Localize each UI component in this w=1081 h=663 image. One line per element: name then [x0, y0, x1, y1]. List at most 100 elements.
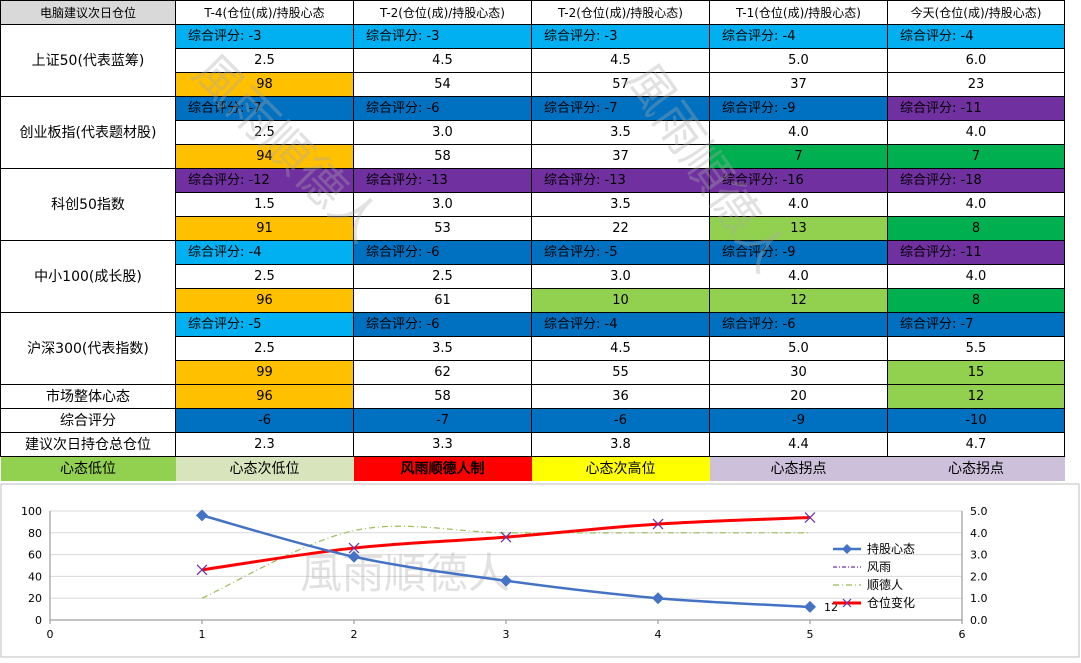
score-cell: 综合评分: -6 — [353, 312, 532, 337]
mood-cell: 10 — [531, 288, 710, 313]
color-legend-cell: 心态次低位 — [175, 456, 354, 481]
score-cell: 综合评分: -4 — [887, 24, 1065, 49]
market-mood-row: 市场整体心态 96 58 36 20 12 — [0, 384, 1065, 409]
score-cell: 综合评分: -4 — [709, 24, 888, 49]
position-cell: 5.0 — [709, 48, 888, 73]
mood-cell: 22 — [531, 216, 710, 241]
position-cell: 4.5 — [531, 48, 710, 73]
position-cell: 2.5 — [175, 264, 354, 289]
legend-label: 持股心态 — [867, 541, 915, 556]
position-cell: 4.0 — [709, 120, 888, 145]
y-tick-label: 80 — [28, 527, 42, 540]
mood-cell: 99 — [175, 360, 354, 385]
position-cell: 2.5 — [175, 120, 354, 145]
x-tick-label: 0 — [47, 628, 54, 641]
series-point-diamond — [348, 550, 360, 563]
position-cell: 2.5 — [353, 264, 532, 289]
market-mood-label: 市场整体心态 — [0, 384, 176, 409]
score-cell: 综合评分: -9 — [709, 96, 888, 121]
x-tick-label: 3 — [503, 628, 510, 641]
market-mood-cell: 12 — [887, 384, 1065, 409]
next-position-cell: 3.8 — [531, 432, 710, 457]
y2-tick-label: 3.0 — [970, 549, 988, 562]
y2-tick-label: 1.0 — [970, 592, 988, 605]
mood-row: 91 53 22 13 8 — [1, 216, 1065, 241]
group-label: 科创50指数 — [0, 168, 176, 241]
mood-cell: 91 — [175, 216, 354, 241]
position-cell: 5.0 — [709, 336, 888, 361]
header-col: 今天(仓位(成)/持股心态) — [887, 0, 1065, 25]
position-cell: 3.0 — [531, 264, 710, 289]
position-cell: 3.5 — [531, 192, 710, 217]
score-cell: 综合评分: -4 — [175, 240, 354, 265]
score-cell: 综合评分: -3 — [175, 24, 354, 49]
position-cell: 4.0 — [709, 192, 888, 217]
score-cell: 综合评分: -11 — [887, 96, 1065, 121]
next-position-row: 建议次日持仓总仓位 2.3 3.3 3.8 4.4 4.7 — [0, 432, 1065, 457]
mood-cell: 8 — [887, 216, 1065, 241]
mood-cell: 13 — [709, 216, 888, 241]
color-legend-cell: 心态拐点 — [709, 456, 888, 481]
header-col: T-4(仓位(成)/持股心态 — [175, 0, 354, 25]
next-position-cell: 3.3 — [353, 432, 532, 457]
mood-row: 98 54 57 37 23 — [1, 72, 1065, 97]
legend-label: 仓位变化 — [867, 595, 915, 610]
overall-score-row: 综合评分 -6 -7 -6 -9 -10 — [0, 408, 1065, 433]
series-point-x — [804, 512, 816, 523]
position-cell: 4.0 — [887, 264, 1065, 289]
color-legend-cell: 心态次高位 — [531, 456, 710, 481]
header-col: T-1(仓位(成)/持股心态) — [709, 0, 888, 25]
score-cell: 综合评分: -4 — [531, 312, 710, 337]
series-point-diamond — [652, 592, 664, 605]
position-cell: 4.0 — [887, 120, 1065, 145]
chart-watermark: 風雨順德人 — [300, 549, 510, 598]
score-cell: 综合评分: -7 — [175, 96, 354, 121]
mood-cell: 61 — [353, 288, 532, 313]
score-cell: 综合评分: -12 — [175, 168, 354, 193]
mood-cell: 30 — [709, 360, 888, 385]
mood-cell: 54 — [353, 72, 532, 97]
mood-cell: 12 — [709, 288, 888, 313]
line-chart: 0 20 40 60 80 100 0.0 1.0 2.0 3.0 4.0 5.0 0 1 2 3 4 5 6 風雨順… — [0, 483, 1081, 659]
score-cell: 综合评分: -9 — [709, 240, 888, 265]
color-legend-cell: 心态低位 — [0, 456, 176, 481]
group-label: 中小100(成长股) — [0, 240, 176, 313]
score-cell: 综合评分: -6 — [353, 240, 532, 265]
y-tick-label: 60 — [28, 549, 42, 562]
score-cell: 综合评分: -3 — [353, 24, 532, 49]
overall-score-cell: -7 — [353, 408, 532, 433]
series-point-x — [500, 531, 512, 543]
score-cell: 综合评分: -5 — [531, 240, 710, 265]
legend-label: 风雨 — [867, 560, 891, 574]
position-cell: 2.5 — [175, 48, 354, 73]
overall-score-cell: -9 — [709, 408, 888, 433]
x-tick-label: 5 — [807, 628, 814, 641]
group-label: 创业板指(代表题材股) — [0, 96, 176, 169]
score-cell: 综合评分: -6 — [353, 96, 532, 121]
score-cell: 综合评分: -13 — [353, 168, 532, 193]
overall-score-label: 综合评分 — [0, 408, 176, 433]
overall-score-cell: -6 — [175, 408, 354, 433]
market-mood-cell: 20 — [709, 384, 888, 409]
series-point-x — [652, 518, 664, 530]
score-cell: 综合评分: -5 — [175, 312, 354, 337]
legend-label: 顺德人 — [867, 577, 903, 592]
y2-tick-label: 2.0 — [970, 570, 988, 583]
mood-cell: 7 — [709, 144, 888, 169]
overall-score-cell: -6 — [531, 408, 710, 433]
series-point-x — [196, 564, 208, 576]
position-row: 2.5 4.5 4.5 5.0 6.0 — [1, 48, 1065, 73]
position-row: 2.5 3.0 3.5 4.0 4.0 — [1, 120, 1065, 145]
legend-marker — [842, 598, 852, 608]
series-point-diamond — [196, 509, 208, 522]
position-cell: 6.0 — [887, 48, 1065, 73]
market-mood-cell: 36 — [531, 384, 710, 409]
score-row: 中小100(成长股) 综合评分: -4 综合评分: -6 综合评分: -5 综合评分: … — [0, 240, 1065, 313]
x-tick-label: 2 — [351, 628, 358, 641]
next-position-cell: 4.4 — [709, 432, 888, 457]
position-cell: 4.0 — [887, 192, 1065, 217]
market-mood-cell: 96 — [175, 384, 354, 409]
next-position-cell: 4.7 — [887, 432, 1065, 457]
score-cell: 综合评分: -7 — [531, 96, 710, 121]
color-legend-row: 心态低位 心态次低位 风雨顺德人制 心态次高位 心态拐点 心态拐点 — [0, 456, 1065, 481]
